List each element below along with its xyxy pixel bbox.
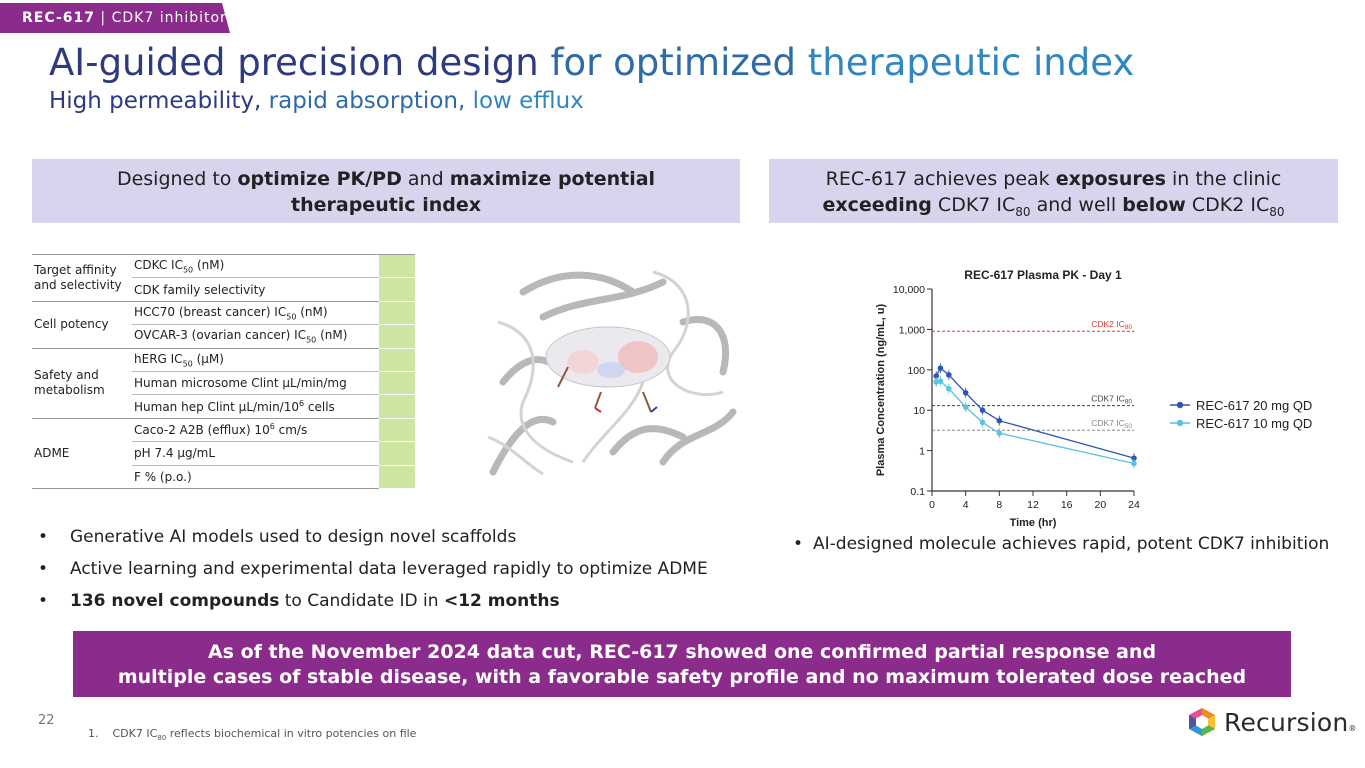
x-tick-label: 4 <box>963 499 969 511</box>
data-point <box>933 379 940 385</box>
table-property-label: hERG IC50 (μM) <box>132 348 379 372</box>
table-row: Human hep Clint μL/min/106 cells <box>32 394 415 419</box>
table-property-label: Caco-2 A2B (efflux) 106 cm/s <box>132 418 379 443</box>
data-point <box>996 430 1003 436</box>
table-property-label: OVCAR-3 (ovarian cancer) IC50 (nM) <box>132 324 379 349</box>
right-bullet: AI-designed molecule achieves rapid, pot… <box>793 532 1329 556</box>
y-tick-label: 10 <box>913 405 925 417</box>
table-property-label: HCC70 (breast cancer) IC50 (nM) <box>132 301 379 326</box>
reference-line-label: CDK2 IC80 <box>1091 319 1132 331</box>
table-property-label: CDKC IC50 (nM) <box>132 253 379 279</box>
recursion-hexagon-icon <box>1189 708 1215 736</box>
x-tick-label: 24 <box>1128 499 1140 511</box>
left-panel-header: Designed to optimize PK/PD and maximize … <box>32 159 740 223</box>
table-value-cell <box>379 301 415 326</box>
page-title: AI-guided precision design for optimized… <box>49 41 1135 84</box>
data-point <box>979 407 986 413</box>
table-value-cell <box>379 418 415 443</box>
table-row: CDK family selectivity <box>32 277 415 302</box>
right-panel-header: REC-617 achieves peak exposures in the c… <box>769 159 1338 223</box>
data-point <box>962 389 969 396</box>
y-tick-label: 100 <box>907 365 925 377</box>
x-tick-label: 16 <box>1061 499 1073 511</box>
y-tick-label: 1 <box>919 446 925 458</box>
legend-label: REC-617 20 mg QD <box>1196 398 1312 413</box>
protein-structure-image <box>487 270 737 476</box>
data-point <box>937 365 944 371</box>
data-point <box>1131 455 1137 461</box>
table-value-cell <box>379 253 415 279</box>
data-point <box>946 372 952 378</box>
bullet-item: 136 novel compounds to Candidate ID in <… <box>38 589 708 621</box>
footnote: 1. CDK7 IC80 reflects biochemical in vit… <box>88 727 417 743</box>
page-subtitle: High permeability, rapid absorption, low… <box>49 88 584 114</box>
table-property-label: CDK family selectivity <box>132 277 379 302</box>
chart-title: REC-617 Plasma PK - Day 1 <box>964 268 1122 282</box>
series-line <box>935 367 1135 459</box>
y-tick-label: 0.1 <box>910 486 925 498</box>
table-row: OVCAR-3 (ovarian cancer) IC50 (nM) <box>32 324 415 349</box>
table-row: Target affinity and selectivity CDKC IC50… <box>32 253 415 302</box>
table-value-cell <box>379 348 415 372</box>
recursion-logo: Recursion® <box>1188 706 1357 738</box>
table-group-label: Safety and metabolism <box>32 348 132 419</box>
data-point <box>979 419 986 426</box>
data-point <box>946 385 952 392</box>
table-row: Human microsome Clint μL/min/mg <box>32 371 415 396</box>
y-tick-label: 10,000 <box>893 284 925 296</box>
bullet-item: Active learning and experimental data le… <box>38 557 708 589</box>
x-tick-label: 8 <box>996 499 1002 511</box>
table-row: ADME Caco-2 A2B (efflux) 106 cm/s <box>32 418 415 489</box>
table-value-cell <box>379 277 415 302</box>
left-bullet-list: Generative AI models used to design nove… <box>38 525 708 621</box>
bullet-item: Generative AI models used to design nove… <box>38 525 708 557</box>
table-property-label: F % (p.o.) <box>132 465 379 489</box>
table-value-cell <box>379 465 415 489</box>
x-tick-label: 0 <box>929 499 935 511</box>
data-point <box>1131 460 1137 467</box>
x-axis-label: Time (hr) <box>1010 517 1057 529</box>
data-point <box>937 378 944 385</box>
table-value-cell <box>379 441 415 466</box>
table-value-cell <box>379 324 415 349</box>
table-value-cell <box>379 394 415 419</box>
reference-line-label: CDK7 IC80 <box>1091 394 1132 406</box>
data-point <box>933 373 940 379</box>
table-group-label: Cell potency <box>32 301 132 349</box>
properties-table: Target affinity and selectivity CDKC IC50… <box>32 253 415 489</box>
table-value-cell <box>379 371 415 396</box>
x-tick-label: 12 <box>1027 499 1039 511</box>
x-tick-label: 20 <box>1094 499 1106 511</box>
y-axis-label: Plasma Concentration (ng/mL, u) <box>875 303 887 476</box>
legend-marker <box>1176 419 1184 427</box>
data-point <box>962 404 969 410</box>
table-row: F % (p.o.) <box>32 465 415 489</box>
pk-chart: REC-617 Plasma PK - Day 1 0.1 1 10 100 1,000 1… <box>875 268 1312 529</box>
table-row: Safety and metabolism hERG IC50 (μM) <box>32 348 415 419</box>
table-group-label: Target affinity and selectivity <box>32 254 132 302</box>
table-row: pH 7.4 μg/mL <box>32 441 415 466</box>
page-number: 22 <box>38 713 55 728</box>
table-property-label: pH 7.4 μg/mL <box>132 441 379 466</box>
legend-marker <box>1176 401 1184 409</box>
table-property-label: Human hep Clint μL/min/106 cells <box>132 394 379 419</box>
results-banner: As of the November 2024 data cut, REC-61… <box>73 631 1291 697</box>
legend-label: REC-617 10 mg QD <box>1196 416 1312 431</box>
reference-line-label: CDK7 IC50 <box>1091 418 1132 430</box>
section-tag: REC-617 | CDK7 inhibitor <box>0 3 230 33</box>
data-point <box>996 417 1003 424</box>
table-row: Cell potency HCC70 (breast cancer) IC50 (… <box>32 301 415 349</box>
table-group-label: ADME <box>32 418 132 489</box>
y-tick-label: 1,000 <box>899 324 925 336</box>
table-property-label: Human microsome Clint μL/min/mg <box>132 371 379 396</box>
